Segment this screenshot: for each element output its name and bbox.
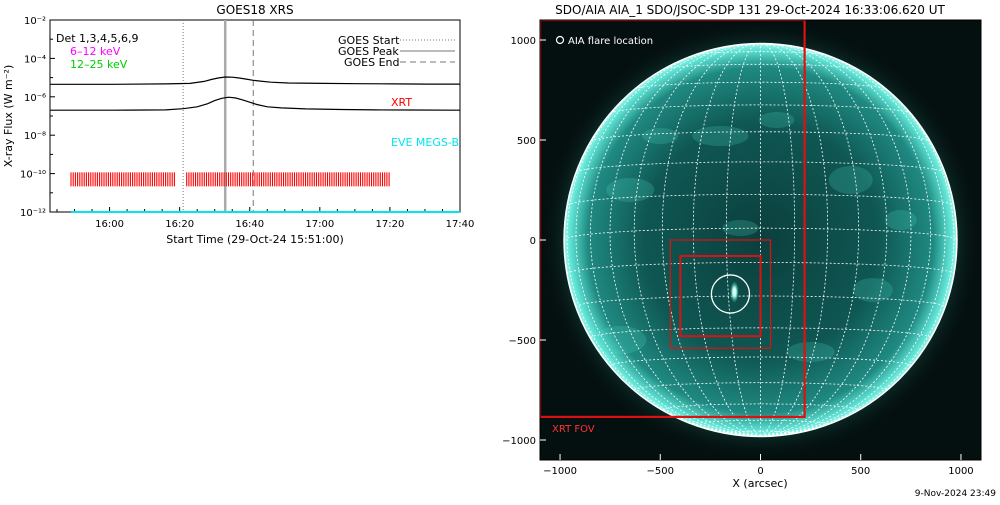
bright-region	[594, 325, 647, 355]
active-region-glow	[594, 111, 917, 363]
xrt-fov-box	[540, 20, 806, 418]
eve-series-label: EVE MEGS-B	[391, 136, 459, 149]
right-y-tick-label: 500	[517, 136, 536, 147]
latitude-line	[564, 227, 957, 241]
flare-brightening	[730, 280, 739, 304]
latitude-line	[634, 81, 887, 90]
legend-goes-start: GOES Start	[338, 34, 400, 47]
bright-region	[606, 177, 655, 203]
left-x-axis-label: Start Time (29-Oct-24 15:51:00)	[166, 233, 344, 246]
right-x-axis: −1000 −500 0 500 1000	[543, 454, 974, 477]
longitude-line	[575, 47, 761, 437]
longitude-line	[760, 47, 946, 437]
left-y-tick-label: 10⁻²	[24, 16, 46, 27]
xrt-series-label: XRT	[391, 96, 412, 109]
latitude-line	[662, 63, 859, 70]
left-y-tick-label: 10⁻¹²	[20, 208, 46, 219]
solar-limb	[563, 42, 958, 438]
right-x-tick-label: 500	[851, 466, 870, 477]
longitude-line	[760, 43, 912, 437]
longitude-line	[760, 55, 955, 437]
left-y-axis-label: X-ray Flux (W m⁻²)	[2, 65, 15, 167]
right-y-tick-label: 1000	[511, 36, 536, 47]
longitude-line	[692, 43, 761, 437]
right-y-tick-label: 0	[530, 236, 536, 247]
left-y-tick-label: 10⁻⁶	[24, 93, 46, 104]
left-y-axis: 10⁻² 10⁻⁴ 10⁻⁶ 10⁻⁸ 10⁻¹⁰ 10⁻¹²	[20, 16, 55, 219]
bright-region	[758, 111, 795, 129]
legend-flare-location: AIA flare location	[568, 36, 653, 47]
flare-location-circle	[710, 274, 751, 314]
left-x-tick-label: 16:40	[235, 219, 264, 230]
aia-image-content	[540, 20, 981, 460]
inner-region-box	[679, 255, 762, 338]
longitude-line	[661, 43, 761, 437]
detector-label: Det 1,3,4,5,6,9	[56, 32, 139, 45]
left-x-tick-label: 17:00	[305, 219, 334, 230]
latitude-line	[661, 403, 860, 410]
right-x-tick-label: −1000	[543, 466, 577, 477]
left-x-axis: 16:00 16:20 16:40 17:00 17:20 17:40	[56, 207, 475, 230]
left-x-tick-label: 16:00	[95, 219, 124, 230]
left-x-tick-label: 17:20	[376, 219, 405, 230]
heliographic-grid	[564, 43, 957, 437]
goes-curve-1	[50, 76, 460, 85]
goes-curve-2	[50, 96, 461, 111]
longitude-line	[566, 55, 761, 437]
bright-region	[692, 125, 749, 147]
right-x-tick-label: −500	[647, 466, 674, 477]
bright-region	[828, 165, 873, 195]
right-y-tick-label: −500	[509, 336, 536, 347]
longitude-line	[760, 43, 888, 437]
left-y-tick-label: 10⁻⁴	[24, 54, 46, 65]
right-image-title: SDO/AIA AIA_1 SDO/JSOC-SDP 131 29-Oct-20…	[555, 3, 945, 17]
latitude-line	[609, 356, 912, 367]
latitude-line	[633, 382, 888, 391]
right-x-axis-label: X (arcsec)	[732, 477, 787, 490]
right-x-tick-label: 1000	[948, 466, 973, 477]
left-chart-title: GOES18 XRS	[216, 3, 293, 17]
bright-region	[852, 277, 893, 303]
right-x-tick-label: 0	[757, 466, 763, 477]
aia-image-panel: SDO/AIA AIA_1 SDO/JSOC-SDP 131 29-Oct-20…	[502, 3, 982, 490]
channel-label-12-25: 12–25 keV	[70, 58, 128, 71]
goes-xrs-panel: GOES18 XRS 10⁻² 10⁻⁴ 10⁻⁶ 10⁻⁸ 10⁻¹⁰ 10⁻¹² 16…	[2, 3, 474, 246]
longitude-line	[633, 43, 761, 437]
longitude-line	[760, 43, 829, 437]
longitude-line	[760, 43, 860, 437]
right-y-axis: 1000 500 0 −500 −1000	[502, 36, 546, 447]
latitude-line	[575, 161, 946, 173]
legend-circle-icon	[555, 35, 565, 45]
outer-region-box	[669, 239, 772, 349]
left-x-tick-label: 16:20	[165, 219, 194, 230]
bright-region	[642, 127, 679, 145]
xrt-fov-label: XRT FOV	[552, 424, 595, 435]
bright-region	[884, 209, 917, 231]
legend-goes-peak: GOES Peak	[338, 45, 399, 58]
bright-region	[786, 341, 835, 363]
latitude-line	[567, 193, 954, 206]
right-y-tick-label: −1000	[502, 436, 536, 447]
footer-timestamp: 9-Nov-2024 23:49	[915, 489, 997, 499]
left-x-tick-label: 17:40	[446, 219, 475, 230]
legend-goes-end: GOES End	[344, 56, 400, 69]
longitude-line	[609, 43, 761, 437]
left-plot-marks	[50, 20, 461, 213]
left-y-tick-label: 10⁻⁸	[24, 131, 46, 142]
channel-label-6-12: 6–12 keV	[70, 45, 121, 58]
left-y-tick-label: 10⁻¹⁰	[20, 170, 46, 181]
